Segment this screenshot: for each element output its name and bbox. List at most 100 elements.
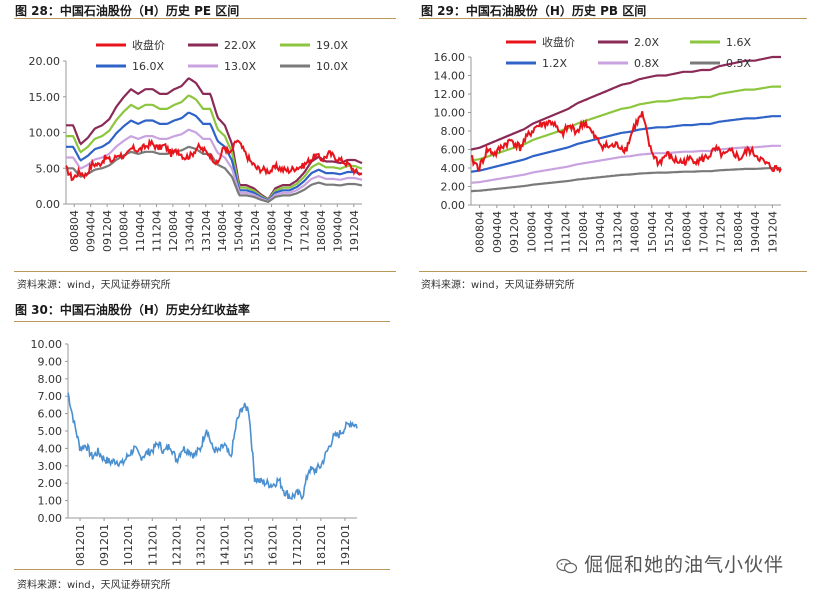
pe-x-tick-label: 190404 [331, 210, 344, 252]
wechat-icon [556, 558, 578, 573]
pe-source-rule [14, 271, 396, 272]
pe-legend-label: 22.0X [224, 39, 256, 52]
pe-legend-label: 13.0X [224, 60, 256, 73]
pb-x-tick-label: 110404 [543, 211, 556, 253]
pe-legend-label: 10.0X [316, 60, 348, 73]
pe-x-tick-label: 151204 [249, 210, 262, 252]
pb-y-tick-label: 2.00 [441, 181, 466, 194]
dy-x-tick-label: 111201 [146, 524, 159, 566]
pe-series-16.0X [66, 111, 363, 202]
pb-legend-label: 0.5X [726, 57, 751, 70]
pb-series-price [470, 111, 782, 174]
pb-source-rule [419, 271, 807, 272]
dy-x-tick-label: 171201 [291, 524, 304, 566]
pe-x-tick-label: 160804 [266, 210, 279, 252]
pb-title-rule [419, 18, 807, 19]
pe-x-tick-label: 080804 [68, 210, 81, 252]
pe-x-tick-label: 090404 [85, 210, 98, 252]
dy-x-tick-label: 121201 [170, 524, 183, 566]
pe-title-rule [14, 18, 396, 19]
pe-y-tick-label: 5.00 [36, 162, 61, 175]
pb-x-tick-label: 151204 [663, 211, 676, 253]
pb-x-tick-label: 180804 [732, 211, 745, 253]
pb-x-tick-label: 140804 [629, 211, 642, 253]
watermark-text: 倔倔和她的油气小伙伴 [584, 554, 785, 576]
dy-x-tick-label: 181201 [315, 524, 328, 566]
dy-y-tick-label: 8.00 [38, 373, 63, 386]
dy-x-tick-label: 191201 [339, 524, 352, 566]
pe-x-tick-label: 130404 [183, 210, 196, 252]
dy-y-tick-label: 6.00 [38, 408, 63, 421]
pe-x-tick-label: 110404 [134, 210, 147, 252]
pe-series-price [65, 137, 363, 182]
dy-series-yield [67, 392, 358, 501]
pb-y-tick-label: 0.00 [441, 199, 466, 212]
dy-y-tick-label: 10.00 [31, 338, 63, 351]
dy-x-tick-label: 141201 [219, 524, 232, 566]
pe-x-tick-label: 140804 [216, 210, 229, 252]
pb-x-tick-label: 190404 [749, 211, 762, 253]
pb-series-1.2X [470, 115, 781, 173]
pb-series-0.5X [471, 166, 781, 193]
pb-x-tick-label: 090404 [491, 211, 504, 253]
pb-x-tick-label: 160804 [680, 211, 693, 253]
pb-x-tick-label: 150404 [646, 211, 659, 253]
dy-y-tick-label: 3.00 [38, 460, 63, 473]
pe-legend-label: 16.0X [132, 60, 164, 73]
pe-series-10.0X [66, 145, 363, 203]
pb-x-tick-label: 171204 [715, 211, 728, 253]
pe-x-tick-label: 170404 [282, 210, 295, 252]
pb-x-tick-label: 170404 [698, 211, 711, 253]
pb-y-tick-label: 10.00 [434, 107, 466, 120]
pb-series-2.0X [470, 55, 781, 151]
dy-y-tick-label: 9.00 [38, 355, 63, 368]
pe-series-19.0X [66, 94, 363, 201]
pb-x-tick-label: 191204 [766, 211, 779, 253]
dy-x-tick-label: 101201 [122, 524, 135, 566]
pe-legend-label: 19.0X [316, 39, 348, 52]
pb-plot: 16.00 14.00 12.00 10.00 8.00 6.00 4.00 2.00 0.00… [434, 35, 782, 253]
pe-y-tick-label: 10.00 [29, 127, 61, 140]
dy-y-tick-label: 0.00 [38, 512, 63, 525]
pe-y-tick-label: 20.00 [29, 55, 61, 68]
pe-x-tick-label: 171204 [298, 210, 311, 252]
dy-x-tick-label: 081201 [74, 524, 87, 566]
pe-x-tick-label: 091204 [101, 210, 114, 252]
pb-y-tick-label: 12.00 [434, 88, 466, 101]
pe-x-tick-label: 131204 [200, 210, 213, 252]
pb-legend-label: 收盘价 [542, 35, 575, 49]
dy-y-tick-label: 4.00 [38, 442, 63, 455]
pb-y-tick-label: 8.00 [441, 125, 466, 138]
dy-y-tick-label: 1.00 [38, 495, 63, 508]
pe-legend-label: 收盘价 [132, 38, 165, 52]
pe-source: 资料来源：wind，天风证券研究所 [17, 280, 171, 291]
dy-y-tick-label: 5.00 [38, 425, 63, 438]
pb-y-tick-label: 16.00 [434, 51, 466, 64]
pe-x-tick-label: 150404 [233, 210, 246, 252]
dy-y-tick-label: 7.00 [38, 390, 63, 403]
pb-x-tick-label: 111204 [560, 211, 573, 253]
dy-chart-title: 图 30：中国石油股份（H）历史分红收益率 [15, 303, 250, 317]
pe-x-tick-label: 111204 [150, 210, 163, 252]
dy-plot: 10.00 9.00 8.00 7.00 6.00 5.00 4.00 3.00 2.00 1.0… [31, 338, 358, 566]
dy-x-tick-label: 131201 [194, 524, 207, 566]
pe-x-tick-label: 180804 [315, 210, 328, 252]
pb-y-tick-label: 4.00 [441, 162, 466, 175]
pb-x-tick-label: 091204 [508, 211, 521, 253]
dy-source: 资料来源：wind，天风证券研究所 [17, 580, 171, 591]
pe-series-13.0X [66, 128, 363, 203]
pe-chart-title: 图 28：中国石油股份（H）历史 PE 区间 [15, 4, 240, 18]
pb-legend-label: 2.0X [634, 36, 659, 49]
dy-x-tick-label: 151201 [243, 524, 256, 566]
pb-legend-label: 1.6X [726, 36, 751, 49]
watermark: 倔倔和她的油气小伙伴 [556, 550, 784, 577]
pb-legend-label: 1.2X [542, 57, 567, 70]
pb-x-tick-label: 100804 [525, 211, 538, 253]
dy-x-tick-label: 161201 [267, 524, 280, 566]
pb-x-tick-label: 130404 [594, 211, 607, 253]
dy-source-rule [14, 569, 390, 570]
pe-x-tick-label: 100804 [118, 210, 131, 252]
pb-x-tick-label: 131204 [611, 211, 624, 253]
pe-series-22.0X [66, 77, 363, 201]
